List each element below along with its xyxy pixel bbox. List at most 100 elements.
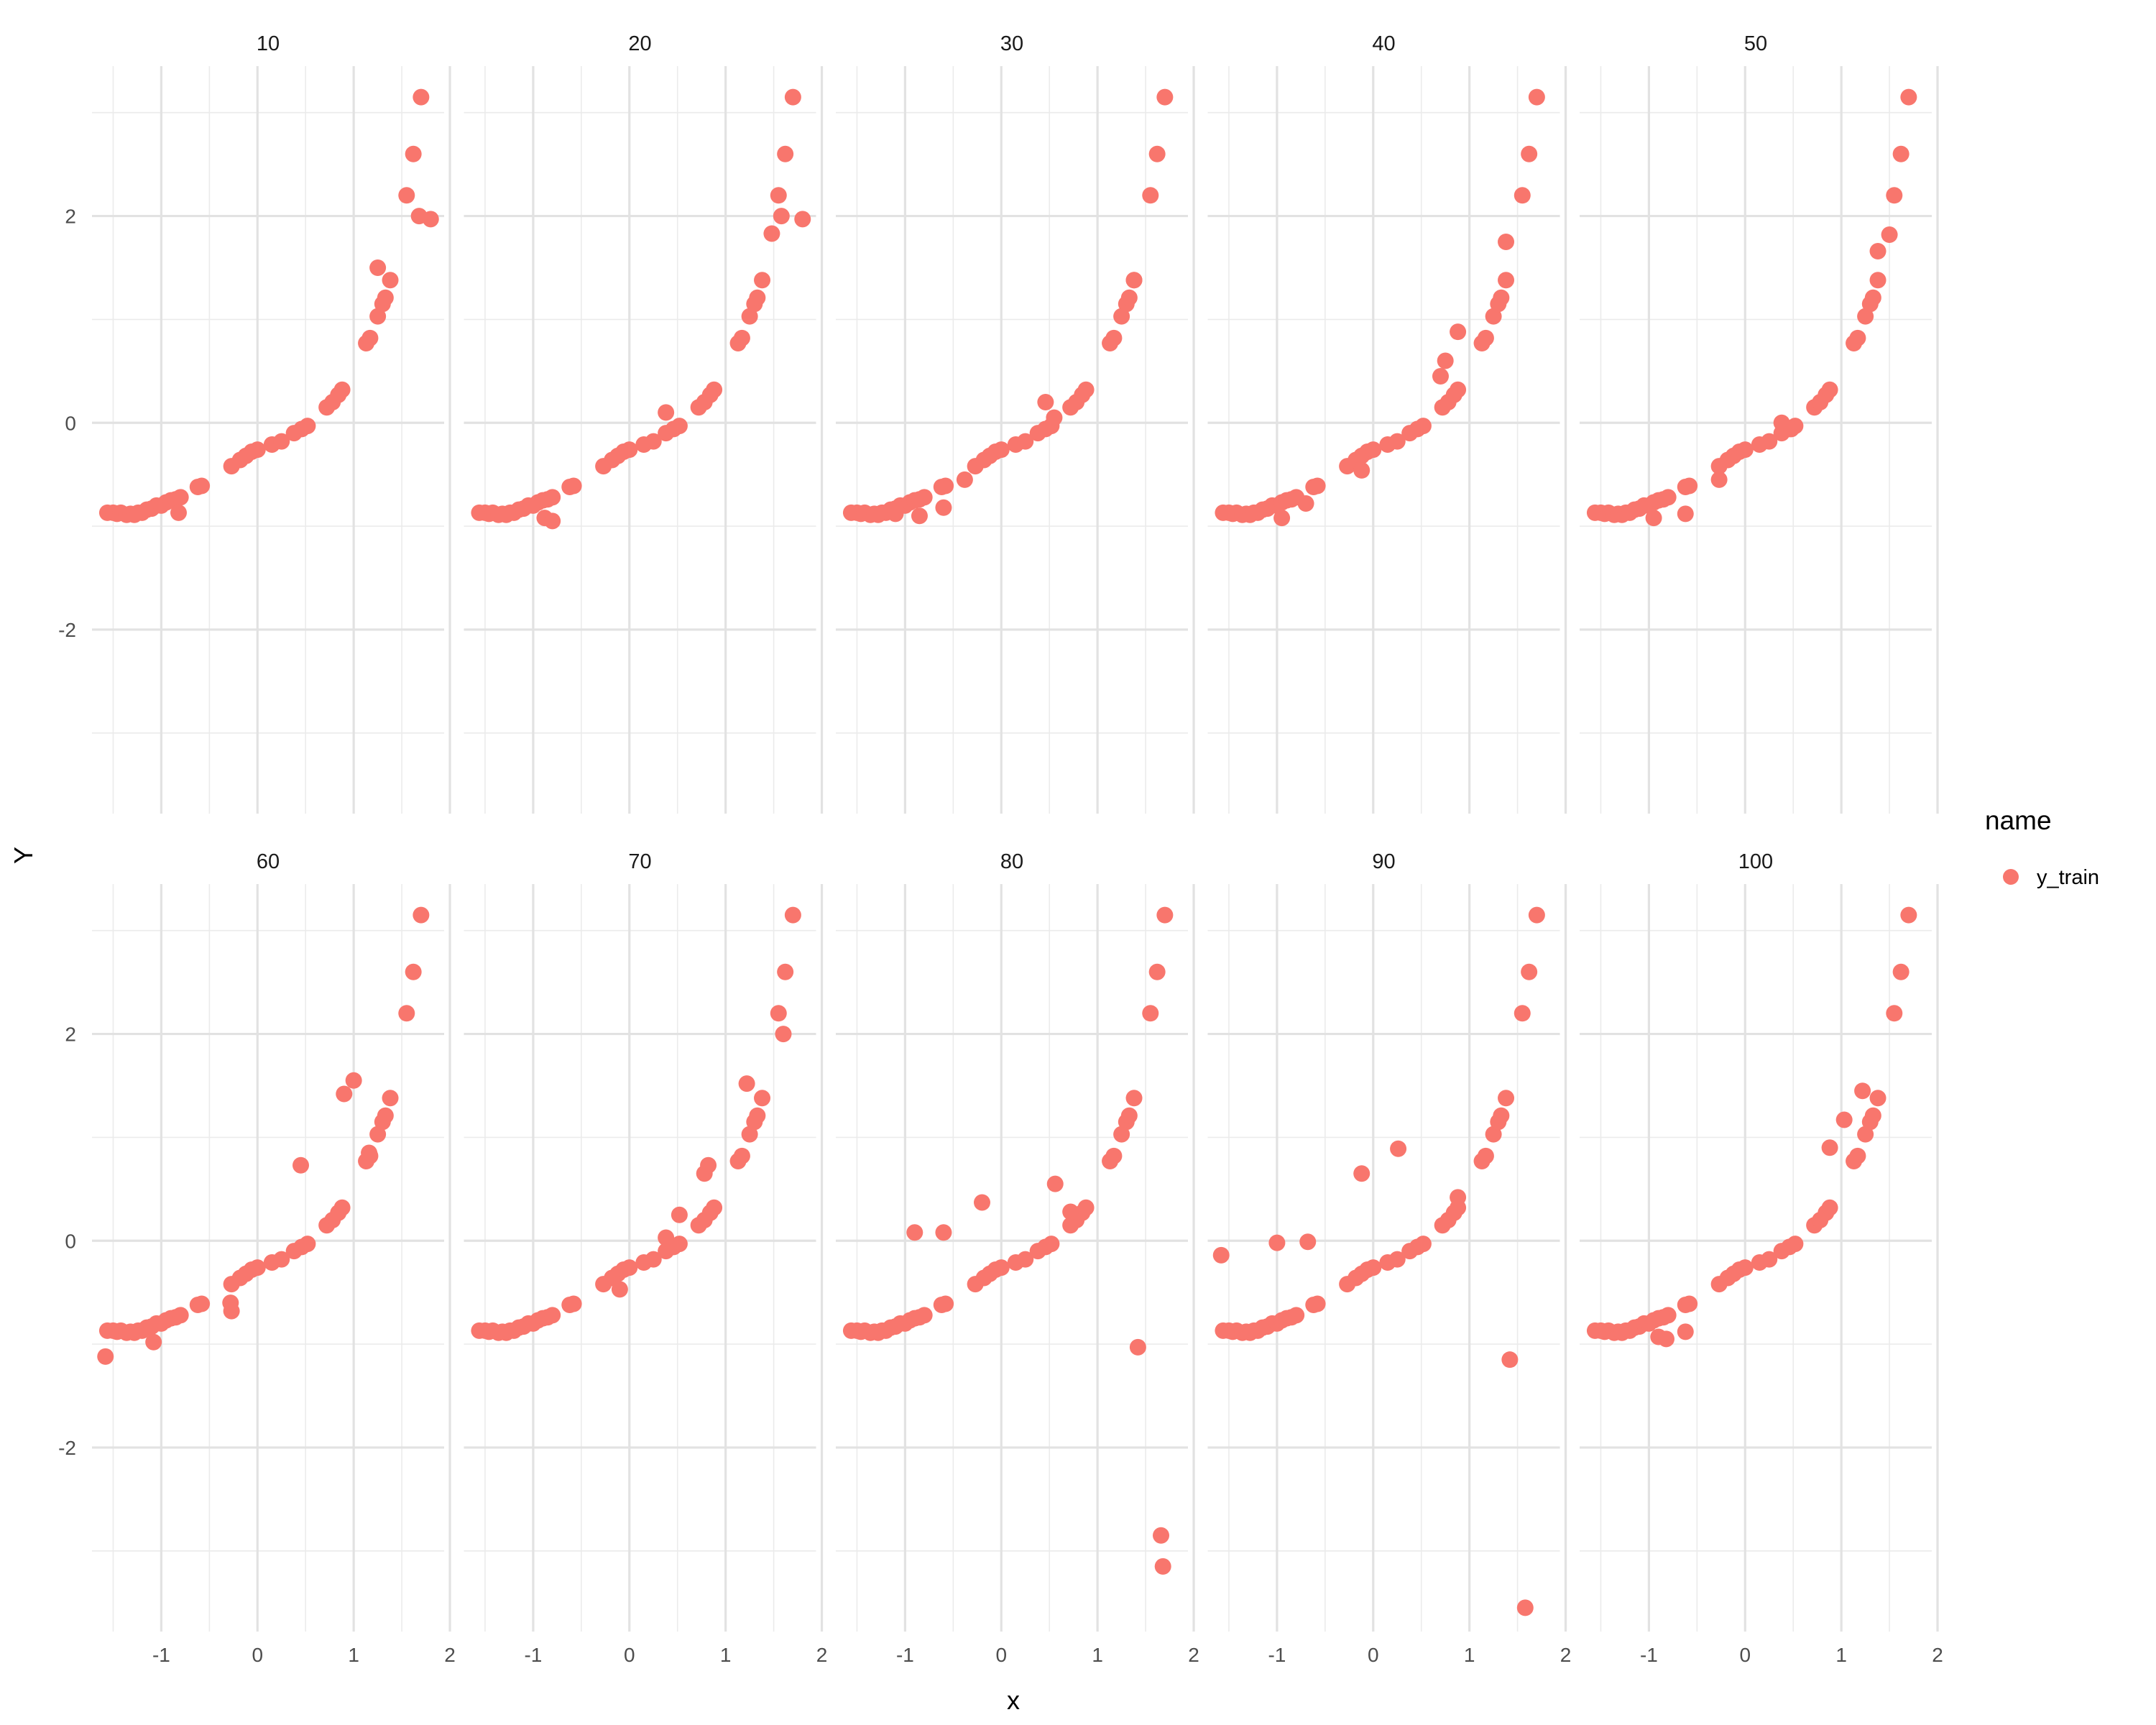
facet-panel-20: 20 — [464, 32, 824, 814]
data-point — [145, 1333, 162, 1351]
facet-strip-label: 100 — [1738, 850, 1773, 873]
data-point — [1493, 1107, 1510, 1124]
y-tick-label: -2 — [58, 1437, 76, 1459]
data-point — [706, 381, 723, 398]
data-point — [1645, 510, 1662, 527]
data-point — [770, 1005, 787, 1022]
data-point — [544, 489, 561, 506]
y-tick-label: 0 — [65, 1230, 76, 1252]
facet-panel-30: 30 — [836, 32, 1195, 814]
legend: name y_train — [1985, 806, 2099, 889]
data-point — [422, 211, 439, 228]
data-point — [749, 289, 766, 306]
facet-panel-90: 90 -1 0 1 2 — [1207, 850, 1572, 1666]
data-point — [1309, 1295, 1326, 1312]
data-point — [1299, 1233, 1317, 1251]
data-point — [1681, 477, 1698, 494]
data-point — [1077, 1199, 1095, 1216]
data-point — [1869, 242, 1886, 259]
data-point — [784, 906, 801, 924]
data-point — [1120, 1107, 1138, 1124]
data-point — [1864, 289, 1881, 306]
data-point — [937, 1295, 954, 1312]
data-point — [1414, 1236, 1432, 1253]
data-point — [1677, 1323, 1694, 1340]
data-point — [1309, 477, 1326, 494]
data-point — [1821, 1199, 1838, 1216]
data-point — [1857, 308, 1874, 325]
data-point — [1485, 308, 1502, 325]
x-tick-label: 2 — [1560, 1644, 1572, 1666]
data-point — [1017, 433, 1034, 450]
data-point — [1288, 1307, 1305, 1324]
data-point — [1450, 323, 1467, 341]
data-point — [1900, 88, 1917, 106]
data-point — [956, 471, 973, 488]
x-tick-label: 0 — [1368, 1644, 1379, 1666]
facet-strip-label: 80 — [1000, 850, 1023, 873]
data-point — [1498, 272, 1515, 289]
data-point — [1761, 433, 1778, 450]
data-point — [937, 477, 954, 494]
facet-strip-label: 10 — [257, 32, 280, 55]
data-point — [336, 1085, 353, 1103]
data-point — [1787, 1236, 1804, 1253]
data-point — [1657, 1330, 1674, 1348]
data-point — [1062, 1203, 1079, 1220]
data-point — [1659, 1307, 1677, 1324]
data-point — [935, 499, 952, 516]
data-point — [671, 1236, 688, 1253]
data-point — [1900, 906, 1917, 924]
data-point — [992, 1259, 1010, 1276]
data-point — [273, 1251, 290, 1268]
data-point — [1864, 1107, 1881, 1124]
y-tick-label: 2 — [65, 1024, 76, 1046]
legend-label-y-train: y_train — [2037, 866, 2099, 889]
data-point — [773, 208, 790, 225]
data-point — [763, 225, 780, 242]
data-point — [1835, 1111, 1853, 1128]
data-point — [1037, 393, 1054, 410]
data-point — [1125, 272, 1143, 289]
data-point — [223, 1302, 240, 1320]
data-point — [1156, 906, 1174, 924]
data-point — [1353, 461, 1370, 479]
data-point — [1046, 1175, 1064, 1192]
data-point — [1498, 234, 1515, 251]
data-point — [1659, 489, 1677, 506]
data-point — [382, 272, 399, 289]
data-point — [1498, 1090, 1515, 1107]
data-point — [1120, 289, 1138, 306]
data-point — [906, 1224, 923, 1241]
data-point — [738, 1075, 755, 1092]
data-point — [1297, 494, 1314, 512]
data-point — [658, 1229, 675, 1246]
data-point — [1514, 1005, 1531, 1022]
data-point — [611, 1281, 628, 1298]
data-point — [1414, 418, 1432, 435]
x-tick-label: -1 — [896, 1644, 914, 1666]
data-point — [1148, 963, 1166, 980]
data-point — [671, 418, 688, 435]
data-point — [1113, 1126, 1130, 1143]
data-point — [1450, 381, 1467, 398]
y-tick-label: 0 — [65, 412, 76, 434]
x-tick-label: 1 — [1092, 1644, 1103, 1666]
y-axis-title: Y — [9, 847, 38, 864]
data-point — [369, 1126, 387, 1143]
data-point — [413, 88, 430, 106]
x-tick-label: 1 — [720, 1644, 732, 1666]
data-point — [1869, 1090, 1886, 1107]
data-point — [1736, 441, 1754, 459]
data-point — [1043, 1236, 1060, 1253]
facet-panel-70: 70 -1 0 1 2 — [464, 850, 827, 1666]
data-point — [1854, 1082, 1871, 1100]
x-tick-label: 0 — [252, 1644, 263, 1666]
data-point — [1129, 1338, 1146, 1356]
data-point — [1477, 329, 1494, 346]
x-tick-label: 1 — [348, 1644, 359, 1666]
data-point — [621, 1259, 638, 1276]
data-point — [784, 88, 801, 106]
